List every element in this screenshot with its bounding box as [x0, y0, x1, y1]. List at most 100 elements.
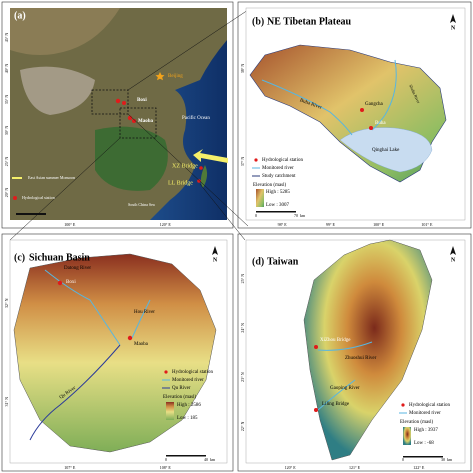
place-label: XZ Bridge	[172, 163, 198, 169]
lat-tick-label: 20° N	[4, 188, 9, 198]
place-label: Liling Bridge	[322, 402, 350, 407]
place-label: South China Sea	[128, 202, 155, 207]
legend-label: Qu River	[172, 386, 191, 391]
stations	[115, 98, 203, 183]
panel-title: NE Tibetan Plateau	[267, 16, 352, 27]
river	[317, 341, 373, 351]
river	[131, 299, 151, 339]
station	[369, 126, 373, 130]
north-label: N	[451, 257, 456, 263]
legend-label: Low : 3007	[266, 203, 290, 208]
place-label: Qinghai Lake	[372, 148, 400, 153]
place-label: Buha	[375, 121, 386, 126]
station	[314, 408, 318, 412]
river	[44, 269, 121, 346]
scale-label: 0	[402, 457, 404, 462]
legend-label: Elevation (masl)	[163, 395, 197, 400]
station	[197, 179, 201, 183]
lon-tick-label: 99° E	[326, 222, 336, 227]
legend-label: High : 3937	[414, 428, 438, 433]
beijing-star	[155, 72, 165, 81]
place-label: Beijing	[168, 74, 183, 79]
legend-station	[13, 196, 17, 200]
lat-tick-label: 40° N	[4, 64, 9, 74]
lat-tick-label: 38° N	[240, 64, 245, 74]
lon-tick-label: 108° E	[160, 465, 172, 470]
station	[127, 335, 133, 341]
taiwan	[303, 239, 433, 461]
legend-label: Study catchment	[262, 174, 296, 179]
legend-label: High : 2586	[177, 403, 201, 408]
north-arrow	[212, 246, 218, 255]
scale-label: km	[447, 457, 453, 462]
lon-tick-label: 100° E	[373, 222, 385, 227]
legend-ramp	[166, 402, 174, 420]
monsoon-arrow	[193, 149, 228, 163]
north-arrow	[450, 14, 456, 23]
desert	[10, 8, 120, 55]
panel-title: Taiwan	[267, 256, 299, 267]
place-label: Maoba	[138, 119, 154, 124]
station	[115, 98, 121, 104]
panel-label: (d)	[252, 256, 264, 267]
lon-tick-label: 121° E	[349, 465, 361, 470]
legend-ramp	[256, 189, 264, 207]
station	[127, 115, 133, 121]
legend-label: Hydrological station	[172, 370, 213, 375]
plateau	[20, 66, 95, 115]
station	[314, 345, 318, 349]
scale-label: 0	[165, 457, 167, 462]
panel-title: Sichuan Basin	[29, 252, 90, 263]
lat-tick-label: 31° N	[4, 397, 9, 407]
scale-label: 30	[441, 457, 445, 462]
legend-station	[401, 403, 405, 407]
lat-tick-label: 22° N	[240, 422, 245, 432]
legend-label: Monitored river	[409, 411, 441, 416]
study-area-box	[119, 107, 157, 139]
lon-tick-label: 120° E	[285, 465, 297, 470]
legend-label: Low : 185	[177, 416, 198, 421]
station	[360, 108, 364, 112]
connector	[127, 9, 249, 91]
north-arrow	[450, 246, 456, 255]
lat-tick-label: 35° N	[4, 95, 9, 105]
station	[122, 101, 126, 105]
scale-label: km	[210, 457, 216, 462]
station	[57, 280, 63, 286]
north-label: N	[451, 25, 456, 31]
land	[10, 8, 227, 220]
place-label: XiZhou Bridge	[320, 338, 351, 343]
lat-tick-label: 25° N	[4, 157, 9, 167]
lat-tick-label: 37° N	[240, 157, 245, 167]
scale-label: 40	[204, 457, 208, 462]
scale-label: 0	[255, 213, 257, 218]
place-label: Boxi	[137, 98, 147, 103]
panel-label: (c)	[14, 252, 25, 263]
legend-label: Monitored river	[262, 166, 294, 171]
legend-station	[164, 370, 168, 374]
lat-tick-label: 45° N	[4, 33, 9, 43]
forest	[95, 126, 168, 191]
legend-label: High : 5285	[266, 190, 290, 195]
legend-label: Hydrological station	[22, 195, 55, 200]
taiwan-island	[200, 165, 208, 188]
legend-label: Elevation (masl)	[253, 183, 287, 188]
place-label: Maoba	[134, 342, 149, 347]
panel-label: (b)	[252, 16, 264, 27]
lat-tick-label: 30° N	[4, 126, 9, 136]
lat-tick-label: 32° N	[4, 298, 9, 308]
ocean	[150, 40, 227, 220]
station	[132, 119, 136, 123]
scale-bar	[166, 455, 206, 457]
lon-tick-label: 122° E	[413, 465, 425, 470]
lat-tick-label: 24° N	[240, 323, 245, 333]
legend-label: Monitored river	[172, 378, 204, 383]
place-label: Datong River	[64, 266, 91, 271]
place-label: LL Bridge	[168, 180, 193, 186]
legend-label: Hydrological station	[262, 158, 303, 163]
place-label: Gaoping River	[330, 386, 360, 391]
lon-tick-label: 98° E	[278, 222, 288, 227]
connector	[199, 183, 246, 241]
